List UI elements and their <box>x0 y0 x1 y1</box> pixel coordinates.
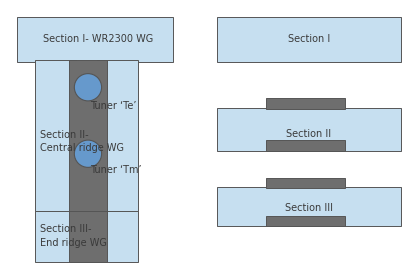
Text: Tuner ‘Te’: Tuner ‘Te’ <box>90 101 137 111</box>
Text: Section II: Section II <box>286 129 332 138</box>
Text: Section I: Section I <box>288 34 330 44</box>
Bar <box>217 187 401 226</box>
Text: Tuner ‘Tm’: Tuner ‘Tm’ <box>90 165 142 175</box>
Bar <box>266 178 345 188</box>
Bar <box>35 211 138 262</box>
Bar <box>17 17 173 62</box>
Text: Section II-
Central ridge WG: Section II- Central ridge WG <box>40 130 124 153</box>
Ellipse shape <box>74 74 102 101</box>
Bar <box>97 60 138 211</box>
Text: Section III-
End ridge WG: Section III- End ridge WG <box>40 224 107 248</box>
Bar <box>266 98 345 109</box>
Ellipse shape <box>74 140 102 167</box>
Text: Section III: Section III <box>285 203 333 213</box>
Bar <box>35 60 76 211</box>
Bar <box>69 211 107 262</box>
Bar <box>266 140 345 151</box>
Bar <box>217 108 401 151</box>
Bar <box>69 60 107 211</box>
Text: Section I- WR2300 WG: Section I- WR2300 WG <box>43 34 154 44</box>
Bar <box>266 216 345 226</box>
Bar <box>217 17 401 62</box>
